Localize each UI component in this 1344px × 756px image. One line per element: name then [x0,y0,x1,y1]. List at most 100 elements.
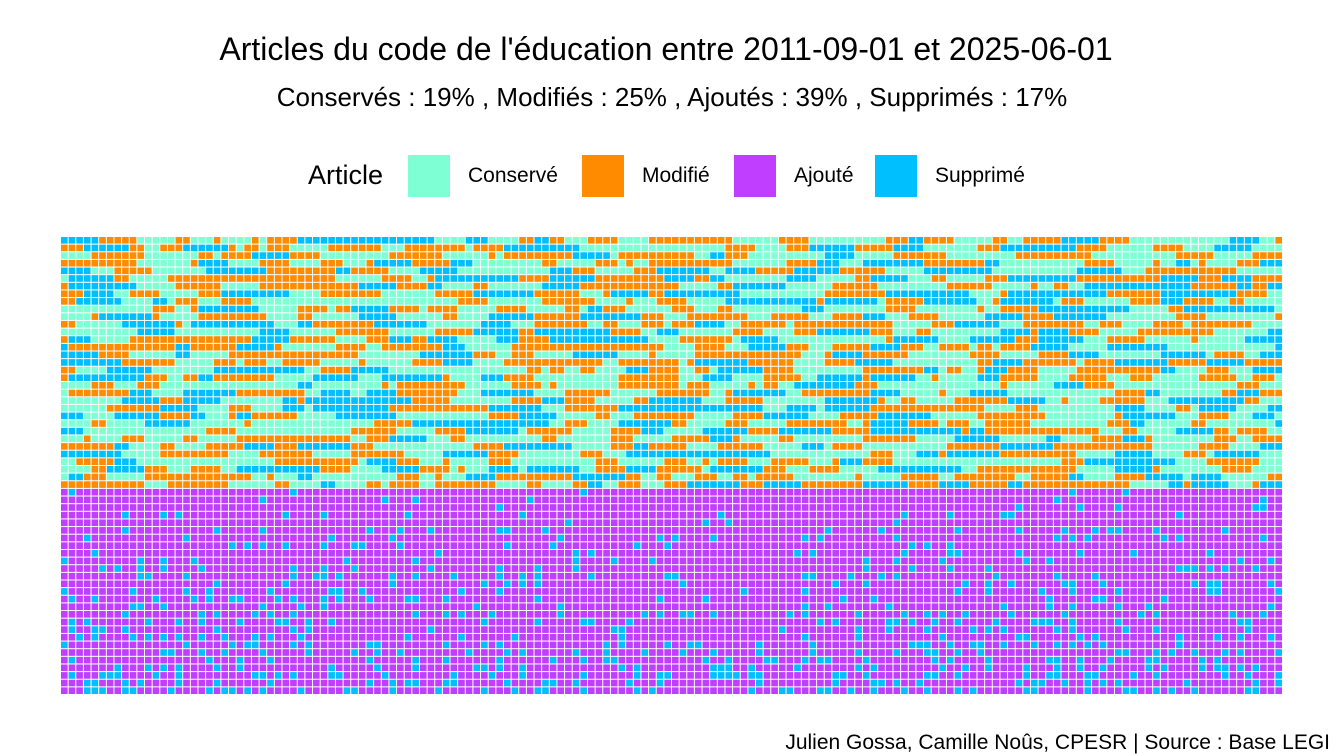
waffle-cell [152,420,160,427]
waffle-cell [603,420,610,427]
waffle-cell [1069,412,1076,420]
waffle-cell [778,275,786,282]
waffle-cell [1252,305,1260,313]
waffle-cell [175,443,183,450]
waffle-cell [381,343,389,351]
waffle-cell [878,427,885,435]
waffle-cell [855,320,862,328]
waffle-cell [1030,466,1038,473]
waffle-cell [542,259,549,267]
waffle-cell [267,450,274,458]
waffle-cell [1015,412,1023,420]
waffle-cell [76,313,83,320]
waffle-cell [1069,237,1076,244]
waffle-cell [129,473,137,481]
waffle-cell [221,466,229,473]
waffle-cell [389,298,397,305]
waffle-cell [1191,366,1198,374]
waffle-cell [1084,244,1092,252]
waffle-cell [1069,298,1076,305]
waffle-cell [1053,282,1061,290]
waffle-cell [175,435,183,443]
waffle-cell [893,244,901,252]
waffle-cell [908,420,916,427]
waffle-cell [76,412,83,420]
waffle-cell [954,351,962,359]
waffle-cell [458,443,465,450]
waffle-cell [1015,427,1023,435]
waffle-cell [763,320,771,328]
waffle-cell [534,252,542,259]
waffle-cell [610,252,618,259]
waffle-cell [1176,275,1183,282]
waffle-cell [419,313,427,320]
waffle-cell [427,259,435,267]
waffle-cell [297,343,305,351]
waffle-cell [786,305,794,313]
waffle-cell [649,320,656,328]
waffle-cell [847,359,855,366]
waffle-cell [458,366,465,374]
waffle-cell [1252,244,1260,252]
waffle-cell [290,435,297,443]
waffle-cell [1229,244,1237,252]
waffle-cell [61,244,68,252]
waffle-cell [939,282,946,290]
waffle-cell [771,259,778,267]
waffle-cell [106,328,114,336]
waffle-cell [1076,466,1084,473]
waffle-cell [847,382,855,389]
waffle-cell [985,275,992,282]
waffle-cell [76,466,83,473]
waffle-cell [878,259,885,267]
waffle-cell [1176,420,1183,427]
waffle-cell [503,328,511,336]
waffle-cell [1023,298,1030,305]
waffle-cell [603,382,610,389]
waffle-cell [901,412,908,420]
waffle-cell [282,305,290,313]
waffle-cell [1099,267,1107,275]
waffle-cell [710,366,717,374]
waffle-cell [267,343,274,351]
waffle-cell [267,267,274,275]
waffle-cell [91,420,99,427]
waffle-cell [1252,389,1260,397]
waffle-cell [817,336,824,343]
waffle-cell [832,435,840,443]
waffle-cell [1122,443,1130,450]
waffle-cell [427,267,435,275]
waffle-cell [580,290,587,298]
waffle-cell [213,282,221,290]
waffle-cell [76,420,83,427]
waffle-cell [419,382,427,389]
waffle-cell [801,404,809,412]
waffle-cell [679,343,687,351]
waffle-cell [855,305,862,313]
waffle-cell [672,252,679,259]
waffle-cell [374,450,381,458]
waffle-cell [786,275,794,282]
waffle-cell [832,397,840,404]
waffle-cell [901,282,908,290]
waffle-cell [954,359,962,366]
waffle-cell [137,366,145,374]
waffle-cell [465,435,473,443]
waffle-cell [855,450,862,458]
waffle-cell [580,397,587,404]
waffle-cell [206,443,213,450]
waffle-cell [557,320,565,328]
waffle-cell [152,466,160,473]
waffle-cell [1260,420,1267,427]
waffle-cell [167,313,175,320]
waffle-cell [419,404,427,412]
waffle-cell [717,412,725,420]
waffle-cell [198,366,206,374]
waffle-cell [519,313,526,320]
waffle-cell [580,366,587,374]
waffle-cell [145,351,152,359]
waffle-cell [985,427,992,435]
waffle-cell [946,382,954,389]
waffle-cell [351,244,358,252]
waffle-cell [1153,466,1160,473]
